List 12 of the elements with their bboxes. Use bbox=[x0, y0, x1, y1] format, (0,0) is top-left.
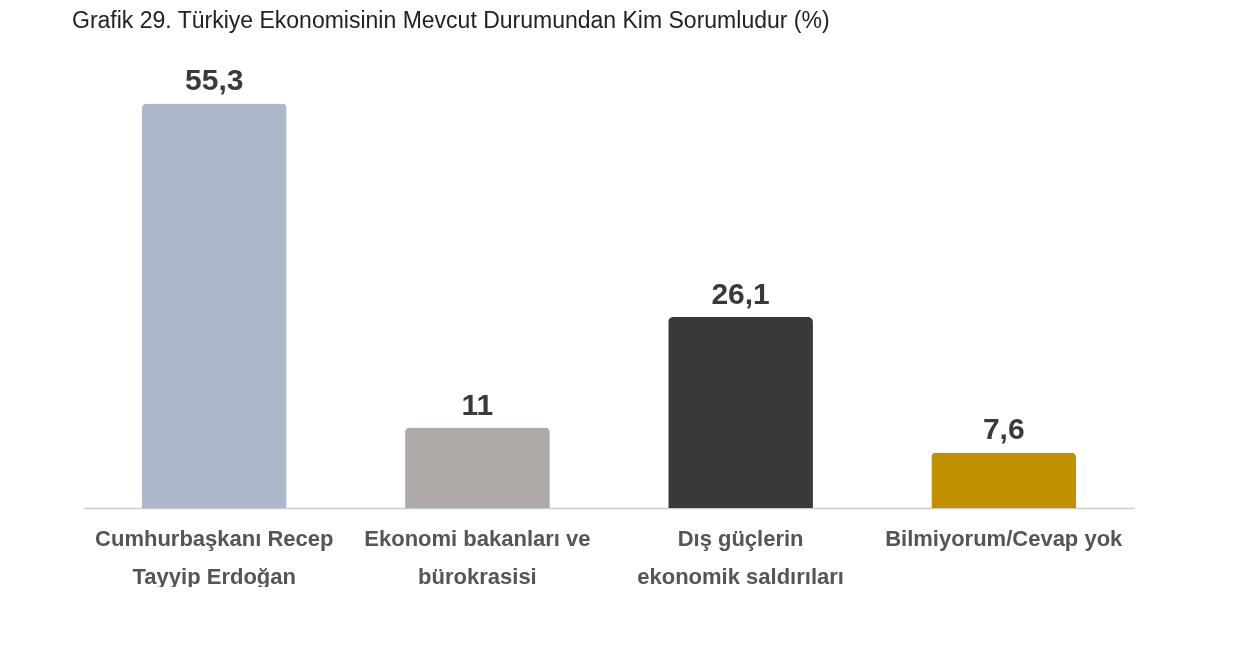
bar bbox=[141, 103, 287, 508]
bar bbox=[405, 427, 550, 508]
data-label: 7,6 bbox=[982, 412, 1025, 446]
data-label: 26,1 bbox=[711, 277, 770, 311]
x-tick-label: Dış güçlerin ekonomik saldırıları bbox=[637, 525, 844, 589]
data-label: 11 bbox=[461, 387, 494, 421]
x-tick-label: Bilmiyorum/Cevap yok bbox=[885, 525, 1124, 551]
chart-title: Grafik 29. Türkiye Ekonomisinin Mevcut Durumundan Kim Sorumludur (%) bbox=[72, 7, 830, 33]
bar bbox=[931, 452, 1077, 508]
bar bbox=[668, 317, 813, 508]
data-label: 55,3 bbox=[185, 63, 244, 97]
x-tick-label: Ekonomi bakanları ve bürokrasisi bbox=[364, 525, 591, 589]
